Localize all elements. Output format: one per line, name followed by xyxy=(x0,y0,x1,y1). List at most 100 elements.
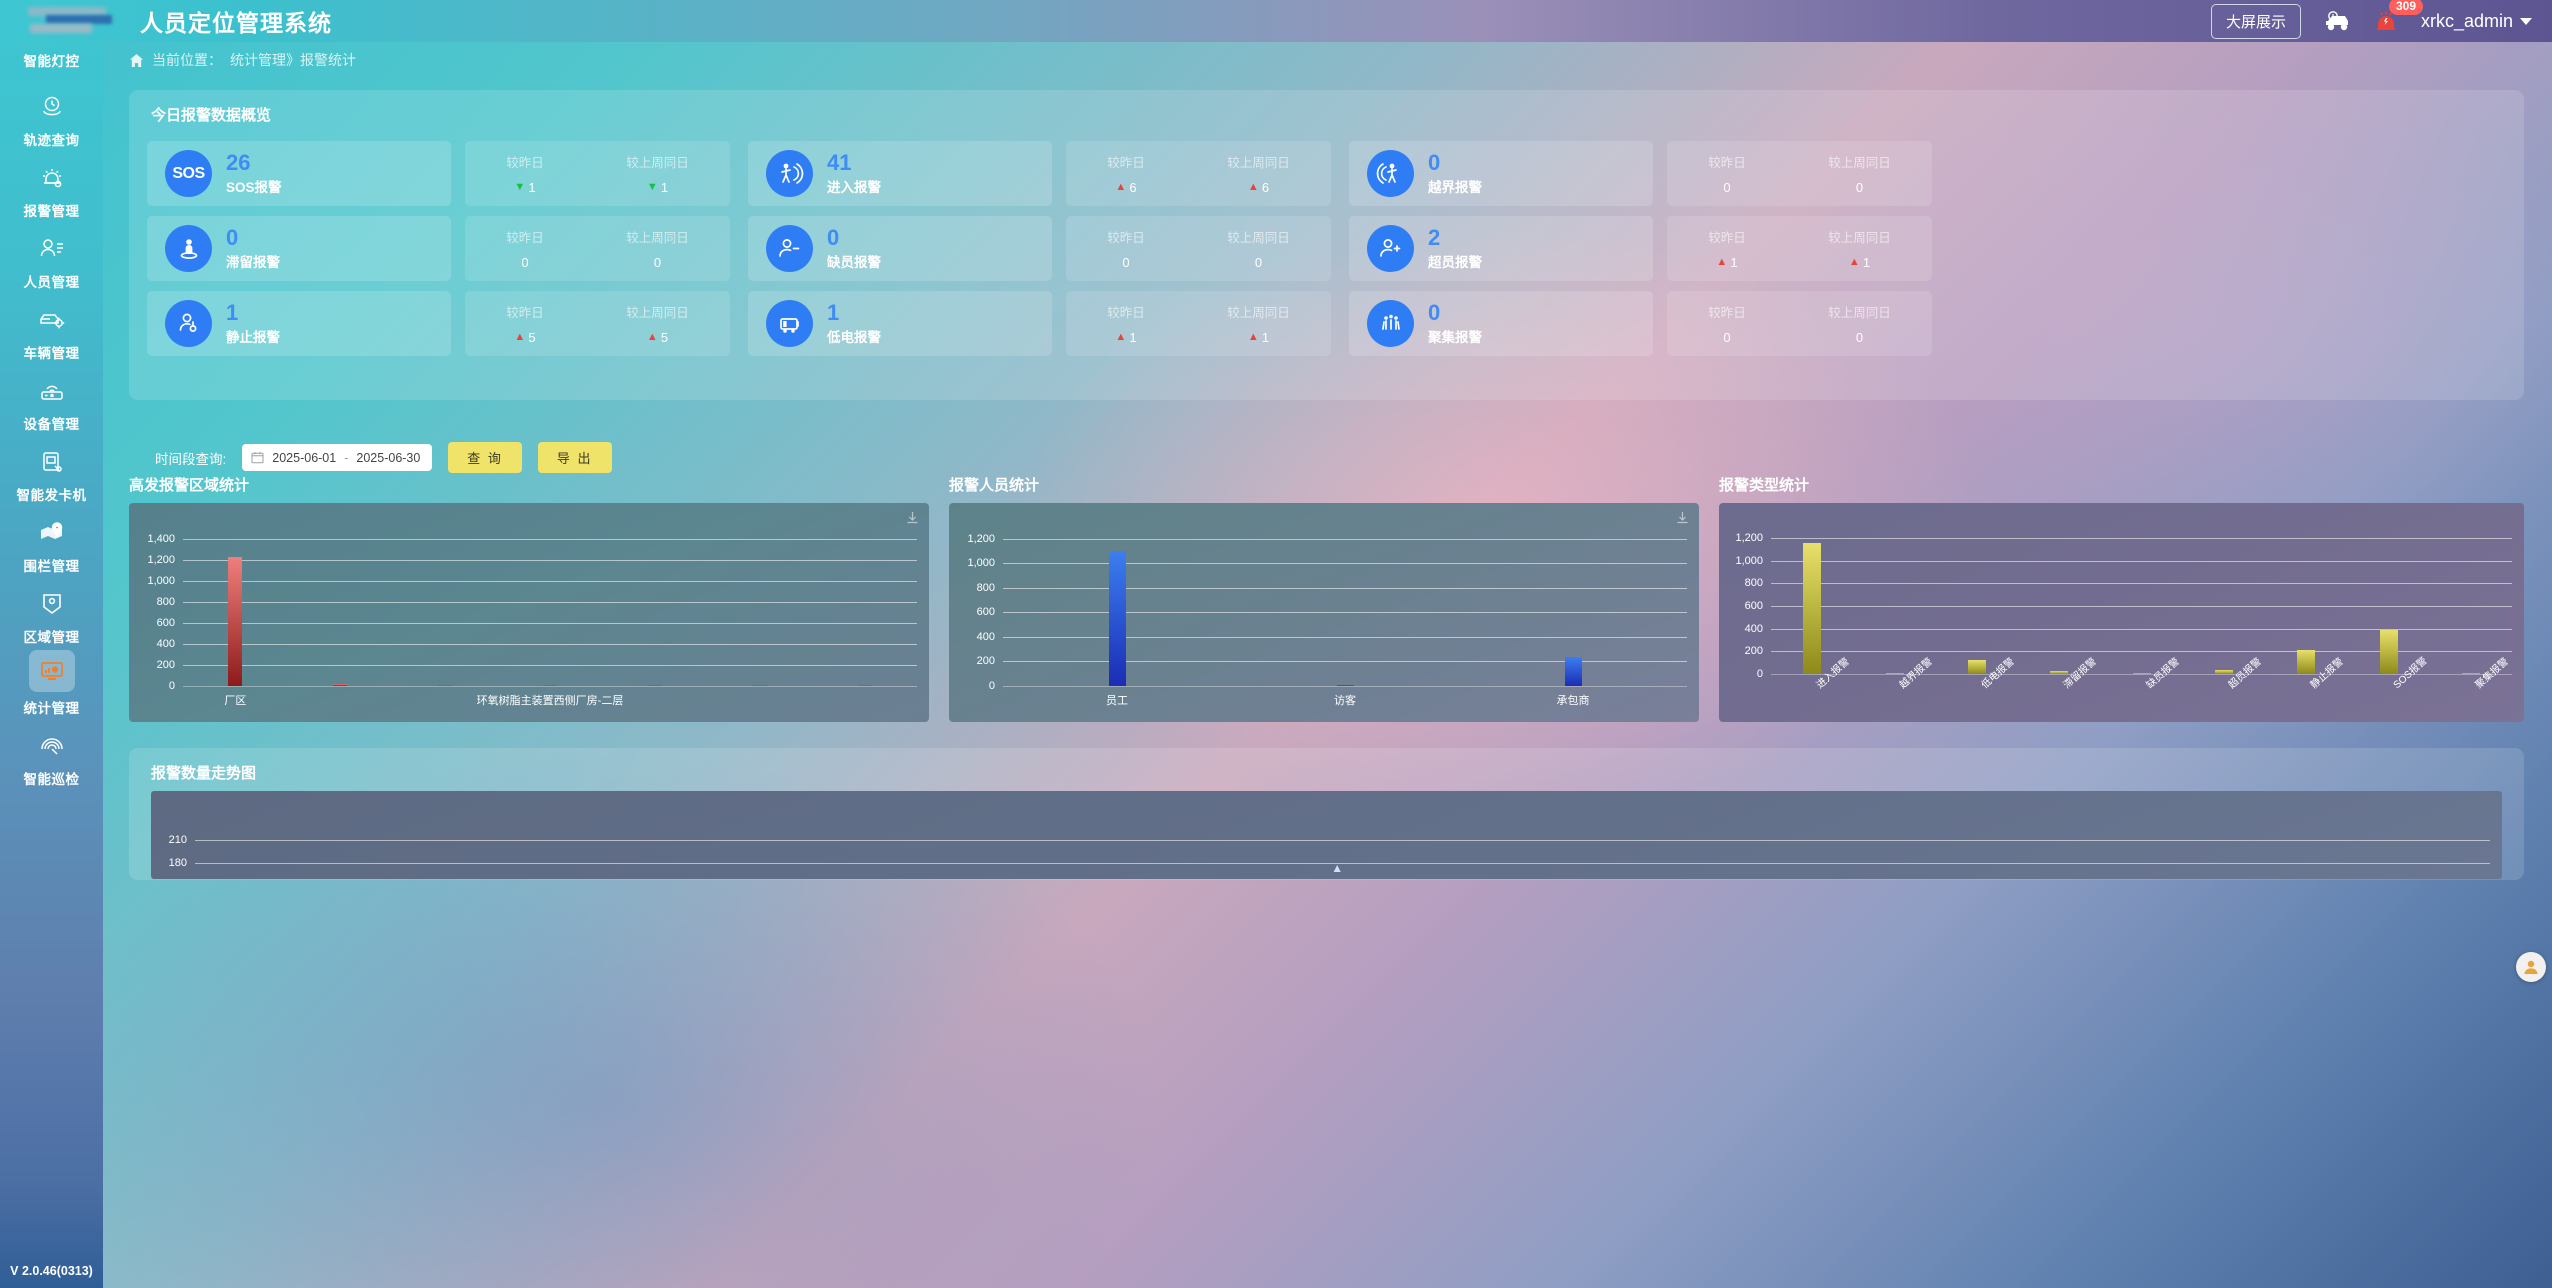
username-label: xrkc_admin xyxy=(2420,10,2513,31)
query-button[interactable]: 查 询 xyxy=(448,442,522,473)
sidebar-item-inspection[interactable]: 智能巡检 xyxy=(0,721,103,792)
alarm-bell-icon[interactable]: 309 xyxy=(2373,0,2423,34)
delta-value: ▲ 1 xyxy=(1247,330,1270,345)
sidebar-item-label: 统计管理 xyxy=(23,701,80,716)
sidebar-item-alarm-manage[interactable]: 报警管理 xyxy=(0,153,103,224)
overview-card[interactable]: 2 超员报警 较昨日 ▲ 1 较上周同日 ▲ 1 xyxy=(1349,216,1932,281)
gather-alarm-icon xyxy=(1367,300,1414,347)
overview-card[interactable]: 0 缺员报警 较昨日 0 较上周同日 0 xyxy=(748,216,1331,281)
sidebar-item-label: 轨迹查询 xyxy=(23,133,80,148)
user-menu[interactable]: xrkc_admin xyxy=(2421,11,2532,32)
overview-card-main[interactable]: 2 超员报警 xyxy=(1349,216,1653,281)
bar[interactable] xyxy=(543,684,557,686)
bar[interactable] xyxy=(333,684,348,686)
overview-card-delta: 较昨日 0 较上周同日 0 xyxy=(1066,216,1331,281)
bar[interactable] xyxy=(2132,672,2151,674)
overview-card-main[interactable]: 0 聚集报警 xyxy=(1349,291,1653,356)
arrow-up-icon: ▲ xyxy=(1247,181,1259,193)
type-chart-panel: 报警类型统计 0 200 400 600 800 1,000 1,200 进入报警 越界报警 低电… xyxy=(1719,474,2524,724)
person-manage-icon xyxy=(35,232,69,266)
breadcrumb-path[interactable]: 统计管理》报警统计 xyxy=(230,52,356,68)
delta-value: ▲ 6 xyxy=(1247,180,1270,195)
big-screen-button[interactable]: 大屏展示 xyxy=(2210,3,2301,39)
sidebar-item-fence-manage[interactable]: 围栏管理 xyxy=(0,508,103,579)
overview-card-main[interactable]: 1 静止报警 xyxy=(147,291,451,356)
date-separator: - xyxy=(344,450,349,465)
end-date[interactable]: 2025-06-30 xyxy=(356,450,421,465)
y-axis-tick: 600 xyxy=(1744,600,1763,613)
overview-card[interactable]: 0 聚集报警 较昨日 0 较上周同日 0 xyxy=(1349,291,1932,356)
version-label: V 2.0.46(0313) xyxy=(10,1264,93,1278)
overview-card[interactable]: 1 静止报警 较昨日 ▲ 5 较上周同日 ▲ 5 xyxy=(147,291,730,356)
gridline xyxy=(183,539,917,541)
sidebar-item-card-issuer[interactable]: 智能发卡机 xyxy=(0,437,103,508)
overview-card[interactable]: 0 滞留报警 较昨日 0 较上周同日 0 xyxy=(147,216,730,281)
overview-card-main[interactable]: 1 低电报警 xyxy=(748,291,1052,356)
download-icon[interactable] xyxy=(906,511,919,524)
company-logo xyxy=(18,4,118,38)
download-icon[interactable] xyxy=(1676,511,1689,524)
bar[interactable] xyxy=(1564,656,1582,686)
bar[interactable] xyxy=(1885,672,1904,674)
alarm-manage-icon xyxy=(35,161,69,195)
bar[interactable] xyxy=(2214,670,2233,674)
sos-text: SOS xyxy=(172,164,205,182)
delta-column: 较昨日 0 xyxy=(506,227,544,270)
overview-card[interactable]: SOS 26 SOS报警 较昨日 ▼ 1 较上周同日 ▼ 1 xyxy=(147,141,730,206)
delta-column: 较上周同日 ▼ 1 xyxy=(626,152,689,195)
bar[interactable] xyxy=(2297,650,2316,674)
delta-head: 较上周同日 xyxy=(1227,231,1290,245)
start-date[interactable]: 2025-06-01 xyxy=(272,450,337,465)
delta-head: 较上周同日 xyxy=(1828,306,1891,320)
bar[interactable] xyxy=(647,684,662,686)
delta-column: 较上周同日 0 xyxy=(626,227,689,270)
y-axis-tick: 400 xyxy=(976,630,995,643)
date-range-input[interactable]: 2025-06-01 - 2025-06-30 xyxy=(242,444,433,471)
person-chart-title: 报警人员统计 xyxy=(949,477,1040,494)
export-button[interactable]: 导 出 xyxy=(537,442,612,473)
bar[interactable] xyxy=(2461,672,2480,674)
bar[interactable] xyxy=(2379,629,2398,674)
overview-card-label: 聚集报警 xyxy=(1428,330,1482,346)
sidebar-item-area-manage[interactable]: 区域管理 xyxy=(0,579,103,650)
sidebar-item-statistics-manage[interactable]: 统计管理 xyxy=(0,650,103,721)
bar[interactable] xyxy=(857,684,872,686)
sidebar-item-light-control[interactable]: 智能灯控 xyxy=(0,42,103,82)
delta-value: ▼ 1 xyxy=(646,180,669,195)
bar[interactable] xyxy=(1108,551,1126,686)
stay-alarm-icon xyxy=(165,225,212,272)
bar[interactable] xyxy=(1803,542,1822,674)
bar[interactable] xyxy=(2050,671,2069,674)
overview-card-main[interactable]: 41 进入报警 xyxy=(748,141,1052,206)
person-chart-canvas: 0 200 400 600 800 1,000 1,200 员工 访客 承包商 xyxy=(949,503,1699,722)
x-axis-label: 厂区 xyxy=(224,695,247,707)
y-axis-tick: 200 xyxy=(1744,645,1763,658)
overview-card[interactable]: 0 越界报警 较昨日 0 较上周同日 0 xyxy=(1349,141,1932,206)
delta-value: ▲ 1 xyxy=(1848,255,1871,270)
trend-title: 报警数量走势图 xyxy=(151,765,257,782)
bar[interactable] xyxy=(752,684,767,686)
sidebar-item-track-query[interactable]: 轨迹查询 xyxy=(0,82,103,153)
sidebar-item-label: 人员管理 xyxy=(23,275,80,290)
bar[interactable] xyxy=(228,557,243,686)
bar[interactable] xyxy=(1336,684,1354,686)
overview-card[interactable]: 1 低电报警 较昨日 ▲ 1 较上周同日 ▲ 1 xyxy=(748,291,1331,356)
overview-card[interactable]: 41 进入报警 较昨日 ▲ 6 较上周同日 ▲ 6 xyxy=(748,141,1331,206)
enter-alarm-icon xyxy=(766,150,813,197)
sidebar-item-person-manage[interactable]: 人员管理 xyxy=(0,224,103,295)
overview-card-main[interactable]: SOS 26 SOS报警 xyxy=(147,141,451,206)
overview-card-main[interactable]: 0 缺员报警 xyxy=(748,216,1052,281)
bar[interactable] xyxy=(438,684,453,686)
sidebar-item-vehicle-manage[interactable]: 车辆管理 xyxy=(0,295,103,366)
assistant-avatar-icon[interactable] xyxy=(2516,952,2546,982)
overview-card-main[interactable]: 0 越界报警 xyxy=(1349,141,1653,206)
trend-panel: 报警数量走势图 180 210 ▲ xyxy=(129,748,2524,880)
bar[interactable] xyxy=(1967,660,1986,674)
car-alert-icon[interactable] xyxy=(2323,10,2351,32)
gridline xyxy=(1003,538,1687,540)
overview-card-main[interactable]: 0 滞留报警 xyxy=(147,216,451,281)
y-axis-tick: 0 xyxy=(168,680,175,692)
sidebar-item-device-manage[interactable]: 设备管理 xyxy=(0,366,103,437)
main-content: 当前位置： 统计管理》报警统计 今日报警数据概览 SOS 26 SOS报警 较昨日 ▼ 1… xyxy=(103,42,2552,1288)
gridline xyxy=(1771,628,2512,630)
